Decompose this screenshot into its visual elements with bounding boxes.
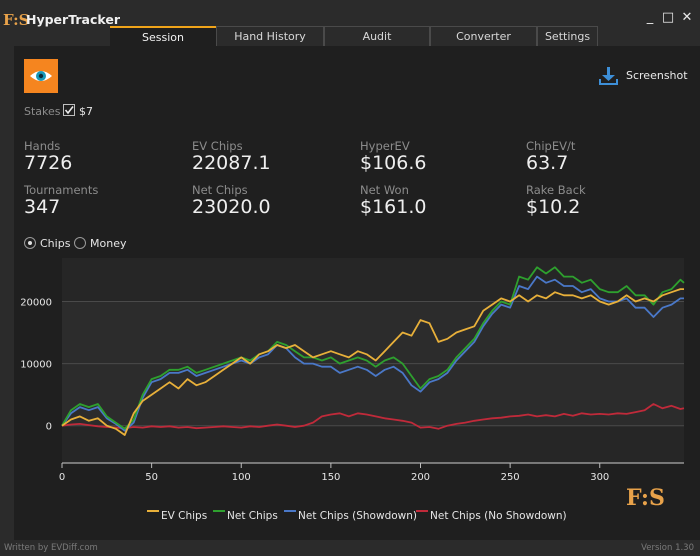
x-tick-label: 0 [59, 472, 65, 483]
legend-item[interactable]: Net Chips (Showdown) [284, 510, 417, 522]
legend-label: EV Chips [161, 510, 207, 522]
x-tick-label: 50 [145, 472, 158, 483]
y-tick-label: 10000 [20, 360, 52, 371]
download-icon [599, 67, 618, 85]
y-tick-label: 20000 [20, 297, 52, 308]
ev-chips-label: EV Chips [192, 139, 243, 153]
app-title: HyperTracker [26, 12, 120, 27]
tournaments-label: Tournaments [24, 183, 99, 197]
net-won-label: Net Won [360, 183, 409, 197]
legend-item[interactable]: Net Chips (No Showdown) [416, 510, 567, 522]
fs-watermark-icon: F:S [626, 485, 665, 511]
series-line-ev-chips [61, 288, 684, 436]
close-button[interactable]: ✕ [681, 10, 693, 25]
chips-radio-label: Chips [40, 237, 71, 250]
radio-selected-dot [28, 241, 32, 245]
legend-label: Net Chips (Showdown) [298, 510, 417, 522]
screenshot-label: Screenshot [626, 69, 688, 82]
app-logo-icon: F:S [3, 11, 30, 29]
tournaments-value: 347 [24, 196, 61, 218]
chipev-t-label: ChipEV/t [526, 139, 576, 153]
chips-radio[interactable] [24, 237, 36, 249]
x-tick-label: 150 [321, 472, 340, 483]
x-tick-label: 300 [590, 472, 609, 483]
tab-hand-history[interactable]: Hand History [216, 26, 324, 46]
rake-back-value: $10.2 [526, 196, 581, 218]
net-chips-label: Net Chips [192, 183, 248, 197]
y-tick-label: 0 [46, 422, 52, 433]
hyperev-label: HyperEV [360, 139, 410, 153]
x-tick-label: 100 [232, 472, 251, 483]
stakes-checkbox[interactable] [63, 104, 75, 116]
footer-version: Version 1.30 [641, 543, 694, 553]
legend-item[interactable]: Net Chips [213, 510, 278, 522]
tab-session[interactable]: Session [110, 26, 216, 46]
series-line-net-chips [61, 266, 685, 430]
eye-icon [30, 71, 52, 81]
tab-converter[interactable]: Converter [430, 26, 537, 46]
net-won-value: $161.0 [360, 196, 427, 218]
footer-credit: Written by EVDiff.com [4, 543, 98, 553]
legend-item[interactable]: EV Chips [147, 510, 207, 522]
x-tick-label: 200 [411, 472, 430, 483]
x-tick-label: 250 [501, 472, 520, 483]
rake-back-label: Rake Back [526, 183, 586, 197]
stakes-value: $7 [79, 105, 93, 118]
tab-settings[interactable]: Settings [537, 26, 598, 46]
series-line-net-chips-showdown [61, 275, 684, 432]
visibility-toggle-button[interactable] [24, 59, 58, 93]
money-radio-label: Money [90, 237, 127, 250]
minimize-button[interactable]: _ [646, 10, 654, 25]
hyperev-value: $106.6 [360, 152, 427, 174]
legend-label: Net Chips (No Showdown) [430, 510, 567, 522]
legend-label: Net Chips [227, 510, 278, 522]
stakes-label: Stakes [24, 105, 61, 118]
maximize-button[interactable]: □ [661, 10, 675, 25]
hands-value: 7726 [24, 152, 73, 174]
session-chart: 0 10000 20000 0 50 100 150 200 250 300 EV Chips Ne… [20, 266, 685, 522]
net-chips-value: 23020.0 [192, 196, 271, 218]
money-radio[interactable] [74, 237, 86, 249]
tab-audit[interactable]: Audit [324, 26, 430, 46]
chipev-t-value: 63.7 [526, 152, 569, 174]
checkmark-icon [64, 106, 74, 115]
ev-chips-value: 22087.1 [192, 152, 271, 174]
screenshot-button[interactable]: Screenshot [598, 66, 688, 86]
hands-label: Hands [24, 139, 61, 153]
series-line-net-chips-no-showdown [61, 403, 685, 430]
